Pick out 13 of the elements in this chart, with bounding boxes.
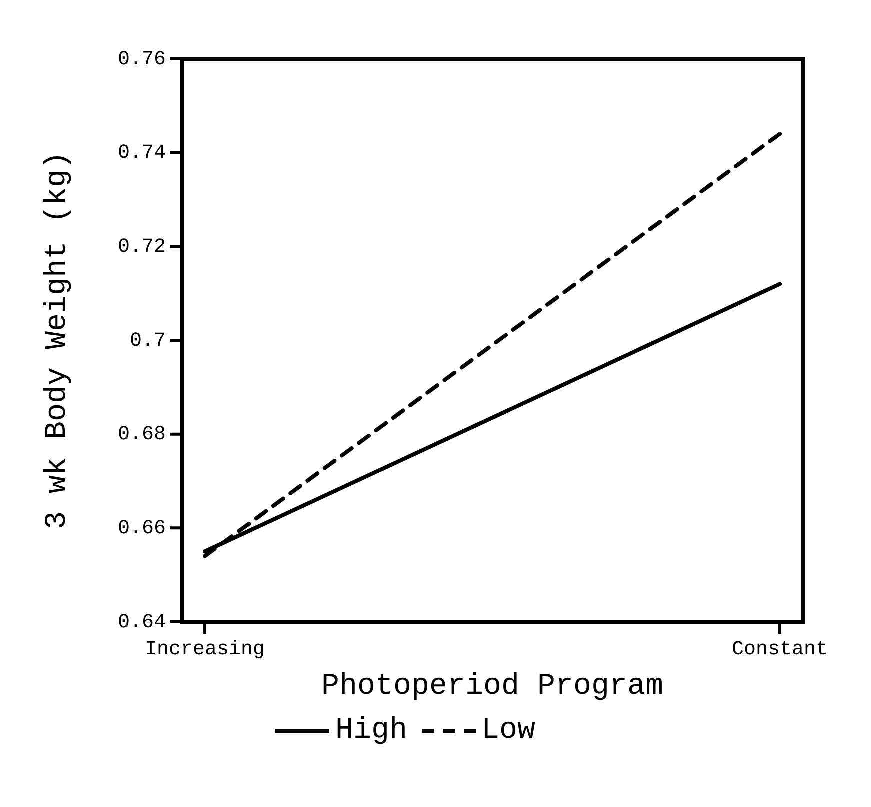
y-tick-label: 0.76: [118, 48, 166, 72]
legend-label: High: [335, 714, 408, 748]
legend-label: Low: [482, 714, 536, 748]
y-tick-label: 0.74: [118, 142, 166, 166]
y-tick-label: 0.72: [118, 236, 166, 259]
y-tick-label: 0.66: [118, 517, 166, 540]
x-axis-title: Photoperiod Program: [321, 670, 664, 704]
x-tick-label: Increasing: [144, 638, 266, 662]
y-tick-label: 0.7: [130, 330, 166, 353]
y-tick-label: 0.64: [118, 611, 166, 634]
y-tick-label: 0.68: [118, 424, 166, 447]
y-axis-title: 3 wk Body Weight (kg): [40, 151, 75, 530]
x-tick-label: Constant: [732, 638, 828, 662]
